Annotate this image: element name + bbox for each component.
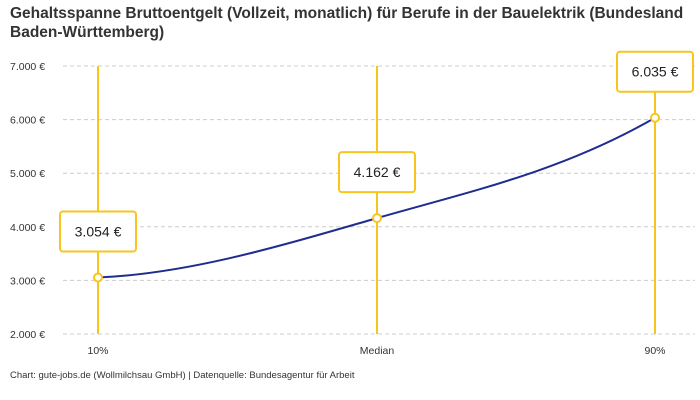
y-tick-label: 4.000 €	[10, 222, 45, 234]
x-tick-label: 10%	[87, 345, 108, 357]
data-label: 6.035 €	[632, 64, 679, 80]
y-tick-label: 6.000 €	[10, 115, 45, 127]
data-label-box: 3.054 €	[59, 210, 137, 253]
y-tick-label: 7.000 €	[10, 61, 45, 73]
y-tick-label: 3.000 €	[10, 275, 45, 287]
label-box-frame	[338, 151, 416, 194]
data-point	[372, 213, 382, 224]
chart-source: Chart: gute-jobs.de (Wollmilchsau GmbH) …	[10, 370, 355, 381]
y-tick-label: 5.000 €	[10, 168, 45, 180]
data-point	[650, 112, 660, 123]
data-label-box: 6.035 €	[616, 50, 694, 93]
label-box-frame	[616, 50, 694, 93]
x-tick-label: Median	[360, 345, 395, 357]
data-label: 3.054 €	[75, 224, 122, 240]
y-tick-label: 2.000 €	[10, 329, 45, 341]
data-label-box: 4.162 €	[338, 151, 416, 194]
data-point	[93, 272, 103, 283]
chart-title: Gehaltsspanne Bruttoentgelt (Vollzeit, m…	[10, 5, 684, 41]
x-tick-label: 90%	[644, 345, 665, 357]
label-box-frame	[59, 210, 137, 253]
data-label: 4.162 €	[354, 164, 401, 180]
